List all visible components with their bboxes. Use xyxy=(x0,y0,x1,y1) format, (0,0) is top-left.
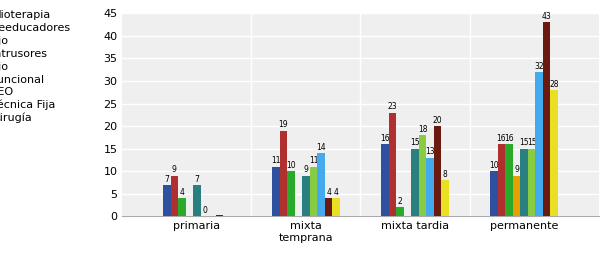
Bar xyxy=(528,149,535,216)
Text: 16: 16 xyxy=(504,134,514,143)
Bar xyxy=(193,185,201,216)
Bar xyxy=(170,176,178,216)
Bar xyxy=(178,199,186,216)
Text: 7: 7 xyxy=(194,175,199,183)
Bar xyxy=(272,167,280,216)
Bar xyxy=(490,171,497,216)
Text: 9: 9 xyxy=(304,166,309,175)
Bar xyxy=(497,144,505,216)
Text: 43: 43 xyxy=(542,12,552,21)
Text: 19: 19 xyxy=(279,120,288,129)
Text: 2: 2 xyxy=(398,197,402,206)
Bar xyxy=(513,176,520,216)
Text: 16: 16 xyxy=(497,134,507,143)
Text: 13: 13 xyxy=(425,147,435,156)
Bar xyxy=(280,131,287,216)
Bar xyxy=(287,171,295,216)
Text: 20: 20 xyxy=(433,116,442,125)
Bar xyxy=(381,144,389,216)
Bar xyxy=(543,22,551,216)
Text: 8: 8 xyxy=(443,170,447,179)
Bar xyxy=(163,185,170,216)
Bar xyxy=(396,208,404,216)
Bar xyxy=(505,144,513,216)
Text: 10: 10 xyxy=(286,161,296,170)
Text: 10: 10 xyxy=(489,161,499,170)
Bar xyxy=(325,199,332,216)
Bar xyxy=(389,112,396,216)
Bar xyxy=(317,153,325,216)
Text: 15: 15 xyxy=(410,138,420,147)
Text: 7: 7 xyxy=(164,175,169,183)
Bar xyxy=(419,135,426,216)
Bar xyxy=(434,126,441,216)
Text: 11: 11 xyxy=(271,157,280,166)
Text: 4: 4 xyxy=(326,188,331,197)
Bar xyxy=(441,180,449,216)
Text: 28: 28 xyxy=(549,80,559,89)
Text: 32: 32 xyxy=(534,62,544,70)
Bar xyxy=(426,158,434,216)
Bar xyxy=(520,149,528,216)
Bar xyxy=(411,149,419,216)
Text: 0: 0 xyxy=(202,206,207,215)
Text: 4: 4 xyxy=(334,188,338,197)
Text: 9: 9 xyxy=(514,166,519,175)
Text: 15: 15 xyxy=(519,138,529,147)
Text: 9: 9 xyxy=(172,166,177,175)
Text: 18: 18 xyxy=(418,125,427,134)
Text: 23: 23 xyxy=(387,102,397,111)
Bar xyxy=(310,167,317,216)
Text: 4: 4 xyxy=(180,188,185,197)
Text: 16: 16 xyxy=(380,134,390,143)
Legend: Mioterapia, Reeducadores, fijo, Intrusores, fijo, Funcional, FEO, Técnica Fija, : Mioterapia, Reeducadores, fijo, Intrusor… xyxy=(0,9,72,125)
Text: 14: 14 xyxy=(316,143,326,152)
Bar xyxy=(216,215,224,216)
Text: 15: 15 xyxy=(527,138,536,147)
Bar xyxy=(332,199,340,216)
Bar xyxy=(302,176,310,216)
Text: 11: 11 xyxy=(309,157,318,166)
Bar xyxy=(535,72,543,216)
Bar xyxy=(551,90,558,216)
